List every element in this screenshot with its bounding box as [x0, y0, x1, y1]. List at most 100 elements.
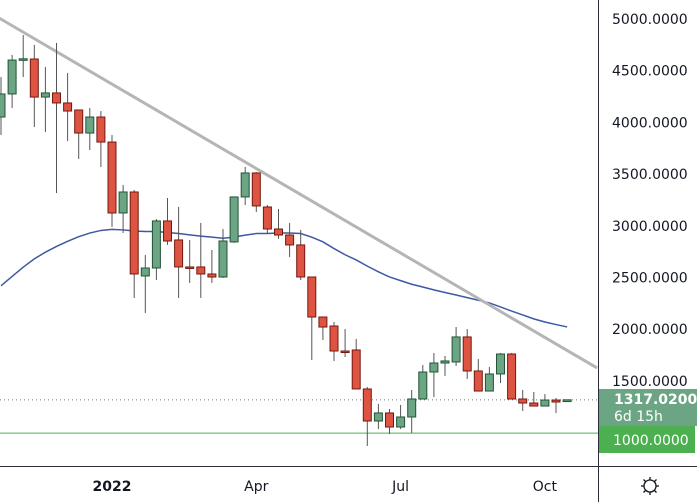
candle-body: [240, 172, 250, 198]
candle-body: [451, 336, 461, 363]
x-tick-label: Oct: [533, 479, 558, 495]
candle: [140, 254, 150, 313]
candle-body: [362, 388, 372, 422]
candle-body: [185, 266, 195, 269]
x-tick-label: 2022: [93, 479, 132, 495]
candle: [340, 328, 350, 358]
candle: [418, 364, 428, 400]
x-tick-label: Jul: [391, 479, 409, 495]
candle-body: [251, 172, 261, 207]
candle: [29, 44, 39, 128]
candle-body: [307, 276, 317, 318]
candle-body: [74, 109, 84, 134]
candle-body: [473, 370, 483, 392]
candle: [396, 404, 406, 429]
candle: [385, 409, 394, 434]
candle: [52, 42, 61, 194]
candle: [74, 109, 84, 160]
candle: [218, 229, 228, 279]
countdown-label: 6d 15h: [614, 409, 663, 425]
candle-body: [7, 59, 17, 95]
candle: [118, 184, 128, 234]
last-price-label: 1317.0200: [614, 392, 697, 408]
plot-area: [0, 16, 598, 446]
y-tick-label: 2500.0000: [612, 271, 688, 287]
candle-body: [518, 398, 528, 404]
candle: [229, 196, 239, 243]
candle: [496, 352, 505, 383]
candle: [473, 358, 483, 392]
candle-body: [351, 349, 361, 390]
time-axis[interactable]: 2022 Apr Jul Oct: [93, 479, 558, 495]
candle-body: [52, 92, 61, 104]
moving-average-line: [0, 228, 568, 328]
candle: [7, 54, 17, 109]
candle: [373, 403, 383, 429]
candle: [196, 223, 206, 298]
candle: [207, 249, 217, 283]
y-tick-label: 4000.0000: [612, 115, 688, 131]
candle: [307, 276, 317, 361]
candle-body: [96, 116, 106, 143]
candle: [407, 389, 417, 434]
candle-body: [429, 362, 439, 373]
candle: [40, 66, 50, 133]
candle-body: [40, 92, 50, 98]
candle: [129, 190, 139, 298]
candle-body: [218, 240, 228, 278]
candle-body: [462, 336, 472, 372]
candle: [562, 399, 572, 403]
candle-body: [329, 325, 339, 352]
y-tick-label: 5000.0000: [612, 12, 688, 28]
candle-body: [540, 399, 550, 407]
candle: [18, 35, 28, 78]
candle-body: [29, 58, 39, 98]
candle: [296, 229, 306, 280]
candle-body: [63, 102, 73, 112]
candle: [274, 208, 283, 239]
candle: [540, 394, 550, 407]
candle-body: [107, 141, 117, 214]
candle-body: [207, 273, 217, 278]
candle-body: [174, 239, 184, 268]
gear-icon[interactable]: [641, 477, 659, 495]
candle: [185, 239, 195, 283]
candle: [174, 206, 184, 298]
y-tick-label: 4500.0000: [612, 64, 688, 80]
candle-body: [129, 191, 139, 275]
candle-body: [196, 266, 206, 275]
candle: [518, 389, 528, 411]
candle-body: [262, 206, 272, 230]
candle: [529, 391, 539, 407]
candle-body: [18, 58, 28, 61]
candle: [507, 352, 517, 400]
candle-body: [118, 191, 128, 214]
candle-body: [529, 402, 539, 407]
candle-body: [418, 371, 428, 400]
candle: [251, 172, 261, 212]
candle-body: [140, 267, 150, 277]
candle-body: [296, 244, 306, 278]
candle-body: [407, 398, 417, 418]
candle-body: [373, 412, 383, 422]
candle: [163, 197, 172, 245]
candle-body: [385, 412, 394, 428]
candle: [551, 397, 561, 413]
candle-body: [229, 196, 239, 243]
candle: [240, 166, 250, 206]
candle: [351, 338, 361, 390]
candle-body: [440, 360, 450, 364]
horizontal-line-price-label: 1000.0000: [613, 433, 689, 449]
y-tick-label: 3500.0000: [612, 167, 688, 183]
candle: [362, 387, 372, 446]
candle: [451, 327, 461, 367]
x-tick-label: Apr: [244, 479, 268, 495]
trendline: [0, 16, 598, 370]
price-axis[interactable]: 5000.0000 4500.0000 4000.0000 3500.0000 3000…: [612, 12, 688, 390]
candle-body: [496, 353, 505, 375]
horizontal-line-price-box: [599, 426, 695, 453]
candle: [429, 352, 439, 398]
candle-body: [551, 399, 561, 403]
last-price-box: [599, 389, 697, 426]
